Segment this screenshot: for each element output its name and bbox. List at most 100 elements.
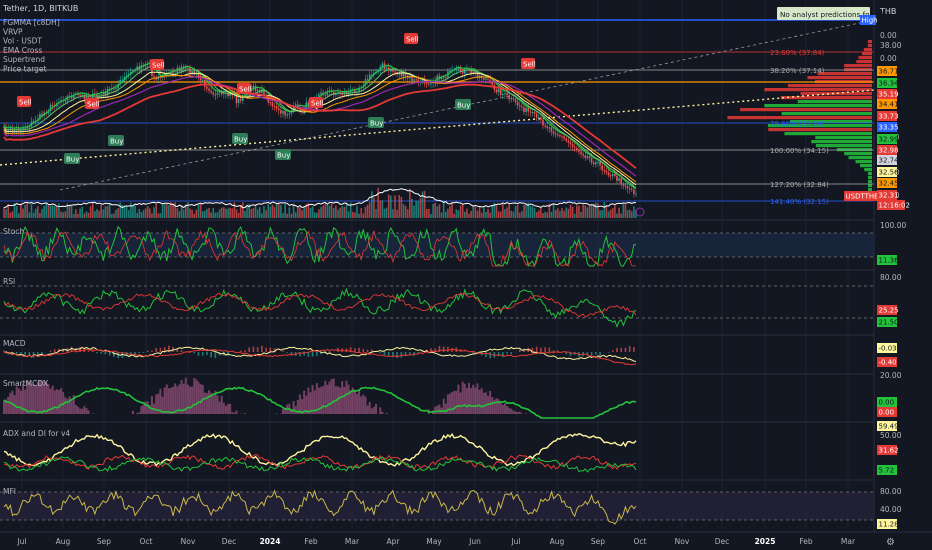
candle-body: [85, 96, 88, 99]
price-tag-label: 32.45: [879, 180, 899, 188]
time-axis-label: Nov: [181, 537, 196, 546]
macd-histogram-bar: [193, 352, 196, 354]
volume-bar: [502, 204, 504, 218]
candle-body: [502, 94, 504, 96]
smartmcdx-bar: [189, 386, 192, 414]
candle-body: [415, 79, 417, 81]
candle-body: [580, 151, 582, 155]
candle-body: [409, 77, 411, 79]
signal-sell-marker: [309, 97, 323, 108]
volume-bar: [565, 207, 568, 218]
signal-sell-label: Sell: [311, 100, 324, 108]
currency-label: THB: [879, 7, 896, 16]
smartmcdx-bar: [5, 399, 8, 414]
signal-buy-marker: [64, 153, 80, 164]
rsi-ma-line: [3, 292, 637, 318]
macd-histogram-bar: [620, 347, 623, 352]
volume-bar: [13, 202, 16, 218]
volume-bar: [106, 205, 109, 218]
candle-body: [588, 156, 591, 159]
panel-axis-label: 100.00: [880, 221, 906, 230]
price-tag-label: 34.41: [879, 101, 899, 109]
smartmcdx-bar: [339, 387, 342, 414]
candle-body: [525, 107, 527, 112]
volume-bar: [58, 203, 60, 218]
candle-body: [106, 88, 109, 96]
volume-bar: [461, 204, 464, 218]
volume-bar: [597, 203, 599, 218]
macd-histogram-bar: [611, 350, 614, 352]
volume-bar: [89, 206, 92, 218]
candle-body: [592, 162, 595, 165]
volume-bar: [335, 205, 337, 218]
smartmcdx-bar: [315, 383, 318, 414]
volume-bar: [559, 210, 561, 218]
panel-title-smartmcdx: SmartMCDX: [3, 379, 48, 388]
volume-profile-bar: [848, 156, 872, 160]
smartmcdx-bar: [446, 394, 449, 414]
panel-value-tag-label: 21.50: [879, 319, 899, 327]
smartmcdx-bar: [214, 390, 217, 414]
candle-body: [508, 95, 510, 100]
prediction-note: No analyst predictions found: [780, 10, 883, 19]
volume-bar: [138, 209, 141, 218]
smartmcdx-bar: [444, 403, 447, 414]
candle-body: [510, 98, 513, 100]
candle-body: [394, 71, 396, 73]
candle-body: [516, 101, 519, 106]
smartmcdx-bar: [216, 395, 219, 414]
volume-bar: [603, 202, 606, 218]
candle-body: [463, 69, 466, 74]
candle-body: [318, 94, 320, 98]
volume-bar: [309, 208, 312, 218]
panel-value-tag: [877, 421, 897, 431]
smartmcdx-bar: [506, 405, 509, 414]
macd-histogram-bar: [91, 349, 94, 352]
candle-body: [286, 114, 289, 116]
macd-histogram-bar: [379, 352, 382, 354]
volume-bar: [529, 205, 532, 218]
smartmcdx-bar: [370, 408, 373, 414]
macd-histogram-bar: [53, 349, 56, 352]
candle-body: [100, 94, 103, 96]
candle-body: [307, 102, 310, 106]
volume-bar: [22, 208, 24, 218]
panel-value-tag: [877, 465, 897, 475]
smartmcdx-bar: [19, 390, 22, 414]
volume-bar: [351, 211, 354, 218]
signal-buy-label: Buy: [66, 156, 79, 164]
volume-bar: [218, 209, 221, 218]
price-tag: [877, 200, 905, 210]
volume-bar: [146, 206, 149, 218]
candle-body: [174, 73, 177, 75]
candle-body: [544, 125, 546, 127]
macd-histogram-bar: [201, 352, 204, 356]
volume-profile-bar: [817, 72, 872, 76]
macd-histogram-bar: [121, 352, 124, 358]
time-axis-label: Feb: [304, 537, 318, 546]
macd-histogram-bar: [442, 346, 445, 352]
candle-body: [626, 186, 629, 189]
indicator-legend-item: Supertrend: [3, 55, 45, 64]
volume-bar: [313, 212, 316, 218]
panel-value-tag-label: 11.28: [879, 521, 899, 529]
volume-bar: [189, 208, 191, 218]
volume-bar: [26, 202, 29, 218]
volume-bar: [633, 206, 635, 218]
smartmcdx-bar: [26, 381, 29, 414]
volume-bar: [216, 212, 219, 218]
volume-bar: [409, 188, 411, 218]
macd-histogram-bar: [311, 352, 314, 357]
volume-bar: [223, 207, 225, 218]
smartmcdx-bar: [148, 404, 151, 414]
volume-bar: [601, 210, 603, 218]
candle-body: [210, 90, 212, 93]
smartmcdx-bar: [34, 385, 37, 414]
smartmcdx-bar: [294, 406, 297, 414]
smartmcdx-bar: [351, 387, 354, 414]
volume-bar: [622, 204, 625, 218]
volume-profile-bar: [767, 124, 872, 128]
candle-body: [455, 68, 458, 70]
volume-bar: [41, 208, 43, 218]
